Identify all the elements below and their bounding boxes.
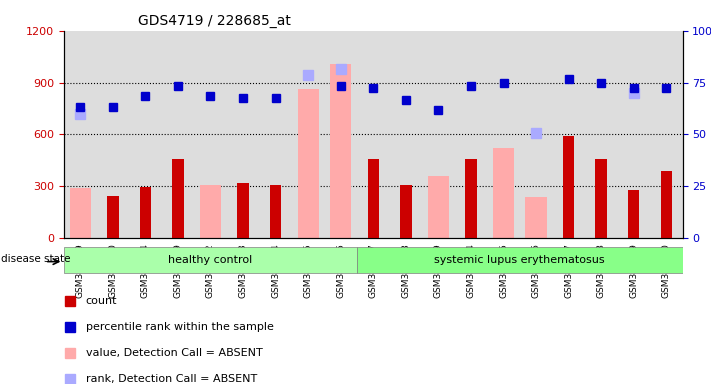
Text: rank, Detection Call = ABSENT: rank, Detection Call = ABSENT <box>85 374 257 384</box>
Text: systemic lupus erythematosus: systemic lupus erythematosus <box>434 255 605 265</box>
Bar <box>493 148 514 238</box>
Bar <box>400 184 412 238</box>
Bar <box>139 187 151 238</box>
Text: count: count <box>85 296 117 306</box>
Bar <box>107 196 119 238</box>
Bar <box>330 63 351 238</box>
Bar <box>628 190 639 238</box>
Bar <box>563 136 574 238</box>
Bar <box>596 159 607 238</box>
Bar <box>368 159 379 238</box>
Bar <box>661 170 672 238</box>
Text: GDS4719 / 228685_at: GDS4719 / 228685_at <box>138 14 291 28</box>
Bar <box>465 159 476 238</box>
Bar <box>64 247 357 273</box>
Text: disease state: disease state <box>1 254 71 264</box>
Bar <box>525 197 547 238</box>
Bar <box>428 176 449 238</box>
Text: percentile rank within the sample: percentile rank within the sample <box>85 322 274 332</box>
Bar <box>237 183 249 238</box>
Bar <box>298 89 319 238</box>
Bar <box>270 184 282 238</box>
Text: healthy control: healthy control <box>169 255 252 265</box>
Text: value, Detection Call = ABSENT: value, Detection Call = ABSENT <box>85 348 262 358</box>
Bar <box>200 185 221 238</box>
Bar <box>172 159 183 238</box>
Bar <box>357 247 683 273</box>
Bar <box>70 188 91 238</box>
